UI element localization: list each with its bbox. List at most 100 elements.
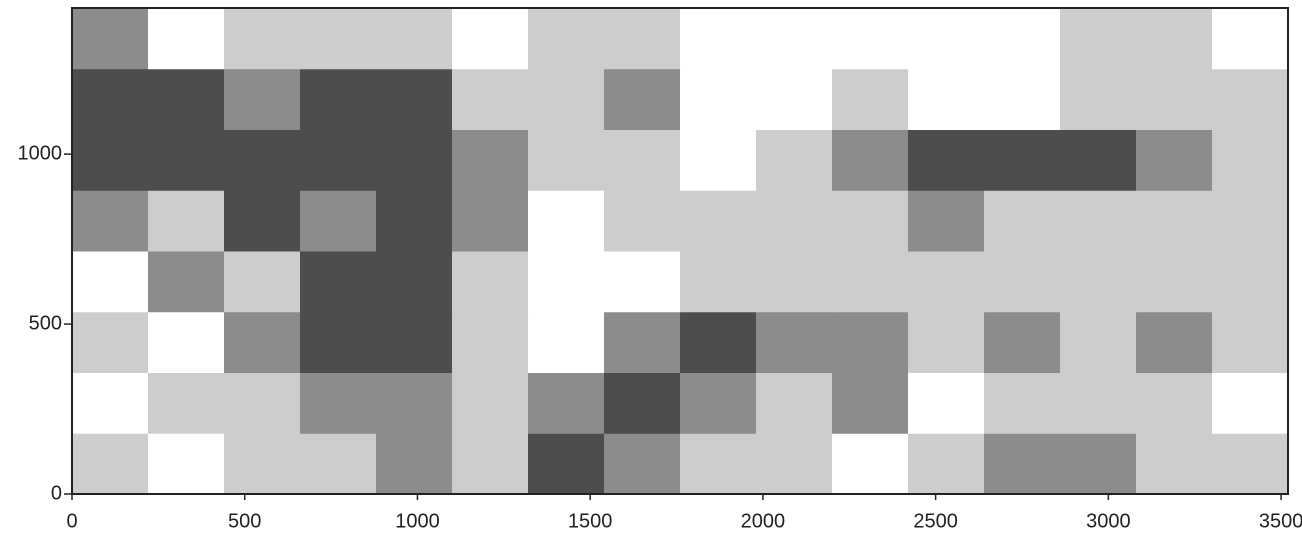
x-tick-label: 500 — [228, 510, 261, 532]
contour-cell — [72, 433, 149, 495]
contour-cell — [1060, 8, 1137, 70]
x-tick-label: 0 — [66, 510, 77, 532]
contour-cell — [1060, 68, 1137, 130]
contour-cell — [984, 129, 1061, 191]
y-tick-label: 500 — [29, 312, 62, 334]
contour-cell — [1136, 129, 1213, 191]
contour-cell — [1136, 190, 1213, 252]
y-tick-label: 1000 — [18, 142, 63, 164]
contour-cell — [148, 251, 225, 313]
contour-cell — [72, 311, 149, 373]
contour-cell — [984, 68, 1061, 130]
contour-cell — [832, 433, 909, 495]
contour-cell — [528, 433, 605, 495]
contour-cell — [908, 129, 985, 191]
contour-cell — [300, 68, 377, 130]
contour-cell — [908, 372, 985, 434]
contour-cell — [528, 190, 605, 252]
contour-cell — [908, 251, 985, 313]
contour-cell — [72, 190, 149, 252]
contour-cell — [452, 190, 529, 252]
contour-cell — [148, 190, 225, 252]
contour-cell — [680, 372, 757, 434]
contour-cell — [1060, 311, 1137, 373]
contour-cell — [300, 433, 377, 495]
contour-cell — [832, 190, 909, 252]
contour-cell — [1136, 311, 1213, 373]
contour-cell — [604, 433, 681, 495]
contour-cell — [756, 372, 833, 434]
contour-cell — [756, 129, 833, 191]
contour-cell — [72, 129, 149, 191]
contour-cell — [604, 129, 681, 191]
contour-cell — [300, 311, 377, 373]
contour-cell — [832, 311, 909, 373]
contour-cell — [528, 129, 605, 191]
contour-cell — [452, 129, 529, 191]
contour-cell — [224, 311, 301, 373]
contour-cell — [528, 68, 605, 130]
contour-cell — [832, 251, 909, 313]
contour-cell — [680, 129, 757, 191]
contour-cell — [72, 68, 149, 130]
contour-cell — [376, 8, 453, 70]
contour-cell — [452, 311, 529, 373]
contour-cell — [604, 311, 681, 373]
contour-cell — [376, 190, 453, 252]
contour-cell — [148, 311, 225, 373]
contour-cell — [72, 372, 149, 434]
contour-cell — [680, 433, 757, 495]
contour-cell — [1060, 433, 1137, 495]
contour-cell — [528, 372, 605, 434]
contour-cell — [908, 8, 985, 70]
contour-cell — [1212, 311, 1289, 373]
contour-cell — [148, 68, 225, 130]
contour-cell — [224, 68, 301, 130]
contour-cell — [1212, 190, 1289, 252]
contour-cell — [1060, 251, 1137, 313]
contour-cell — [452, 8, 529, 70]
contour-cell — [1212, 433, 1289, 495]
plot-frame — [71, 7, 1289, 495]
contour-cell — [452, 433, 529, 495]
contour-cell — [148, 433, 225, 495]
contour-cell — [148, 8, 225, 70]
contour-cell — [604, 372, 681, 434]
contour-cell — [300, 372, 377, 434]
contour-cell — [680, 311, 757, 373]
contour-cell — [908, 190, 985, 252]
contour-cell — [376, 68, 453, 130]
contour-cell — [832, 8, 909, 70]
contour-cell — [300, 8, 377, 70]
contour-cell — [832, 129, 909, 191]
x-tick-label: 3000 — [1086, 510, 1131, 532]
contour-cell — [376, 129, 453, 191]
contour-cell — [604, 68, 681, 130]
contour-cell — [756, 251, 833, 313]
contour-cell — [604, 8, 681, 70]
contour-cell — [756, 433, 833, 495]
contour-cell — [300, 129, 377, 191]
contour-cell — [224, 129, 301, 191]
contour-cell — [756, 8, 833, 70]
contour-cell — [1212, 251, 1289, 313]
contour-cell — [756, 190, 833, 252]
contour-cell — [300, 251, 377, 313]
contour-cell — [148, 372, 225, 434]
contour-cell — [528, 8, 605, 70]
contour-cell — [72, 8, 149, 70]
contour-cell — [908, 68, 985, 130]
x-tick-label: 2000 — [741, 510, 786, 532]
contour-cell — [452, 372, 529, 434]
contour-cell — [1136, 372, 1213, 434]
contour-cell — [756, 68, 833, 130]
contour-cell — [984, 251, 1061, 313]
contour-cell — [376, 311, 453, 373]
contour-cell — [452, 68, 529, 130]
contour-cell — [72, 251, 149, 313]
contour-cell — [224, 8, 301, 70]
contour-cell — [908, 311, 985, 373]
contour-cell — [1136, 433, 1213, 495]
contour-cell — [1136, 68, 1213, 130]
